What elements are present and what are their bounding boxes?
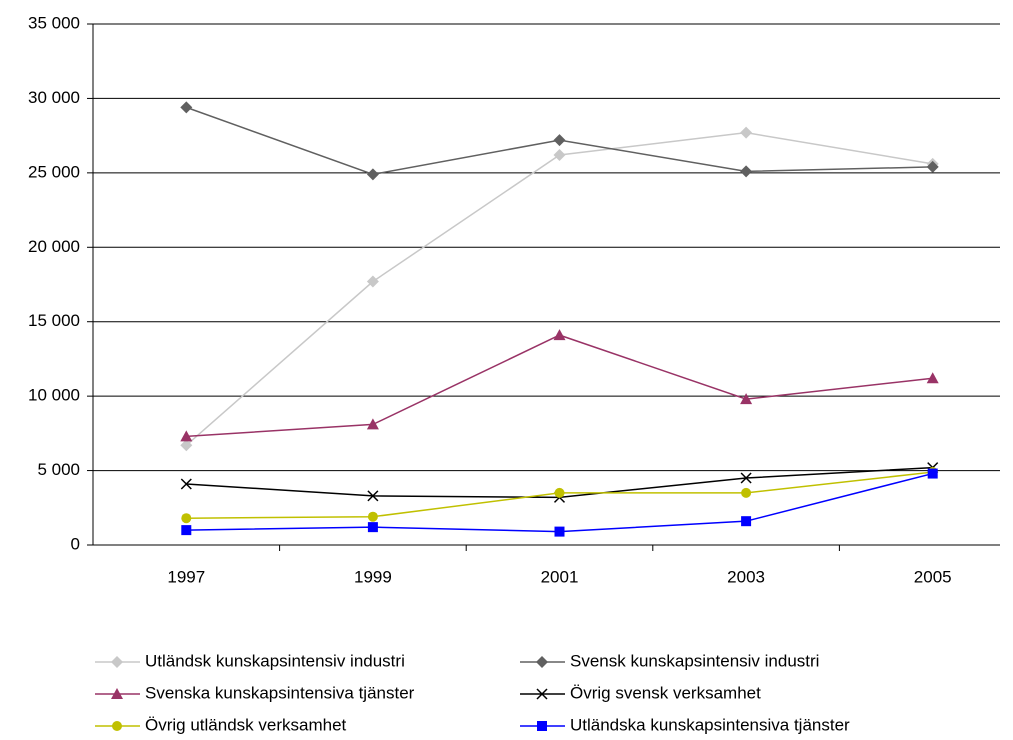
- point: [741, 516, 752, 527]
- point: [367, 522, 378, 533]
- point: [180, 439, 193, 452]
- y-tick-label: 10 000: [28, 386, 80, 405]
- point: [366, 168, 379, 181]
- y-tick-label: 30 000: [28, 88, 80, 107]
- legend-label: Övrig utländsk verksamhet: [145, 715, 347, 734]
- point: [367, 490, 379, 502]
- legend-marker: [536, 688, 548, 700]
- x-tick-label: 2001: [541, 567, 579, 586]
- x-tick-label: 1997: [167, 567, 205, 586]
- point: [553, 134, 566, 147]
- point: [741, 487, 752, 498]
- legend-label: Övrig svensk verksamhet: [570, 683, 761, 702]
- point: [367, 511, 378, 522]
- point: [181, 525, 192, 536]
- y-tick-label: 5 000: [37, 460, 80, 479]
- legend-label: Utländsk kunskapsintensiv industri: [145, 651, 405, 670]
- point: [553, 148, 566, 161]
- point: [180, 101, 193, 114]
- point: [180, 478, 192, 490]
- legend-marker: [537, 721, 547, 731]
- point: [366, 275, 379, 288]
- series-line: [186, 334, 933, 438]
- point: [554, 526, 565, 537]
- x-tick-label: 2005: [914, 567, 952, 586]
- y-tick-label: 15 000: [28, 311, 80, 330]
- y-tick-label: 0: [71, 534, 80, 553]
- legend-marker: [536, 656, 548, 668]
- y-tick-label: 25 000: [28, 162, 80, 181]
- point: [740, 165, 753, 178]
- legend-marker: [111, 656, 123, 668]
- point: [180, 430, 193, 442]
- legend-marker: [111, 688, 123, 699]
- point: [553, 329, 566, 341]
- point: [926, 160, 939, 173]
- series-line: [185, 131, 933, 446]
- point: [366, 418, 379, 430]
- series-line: [186, 472, 933, 533]
- y-tick-label: 35 000: [28, 13, 80, 32]
- point: [554, 487, 565, 498]
- x-tick-label: 2003: [727, 567, 765, 586]
- legend-label: Utländska kunskapsintensiva tjänster: [570, 715, 850, 734]
- point: [740, 393, 753, 405]
- point: [926, 372, 939, 384]
- point: [927, 468, 938, 479]
- legend-label: Svensk kunskapsintensiv industri: [570, 651, 819, 670]
- y-tick-label: 20 000: [28, 237, 80, 256]
- x-tick-label: 1999: [354, 567, 392, 586]
- point: [181, 513, 192, 524]
- point: [740, 126, 753, 139]
- legend-label: Svenska kunskapsintensiva tjänster: [145, 683, 415, 702]
- point: [740, 472, 752, 484]
- legend-marker: [112, 721, 122, 731]
